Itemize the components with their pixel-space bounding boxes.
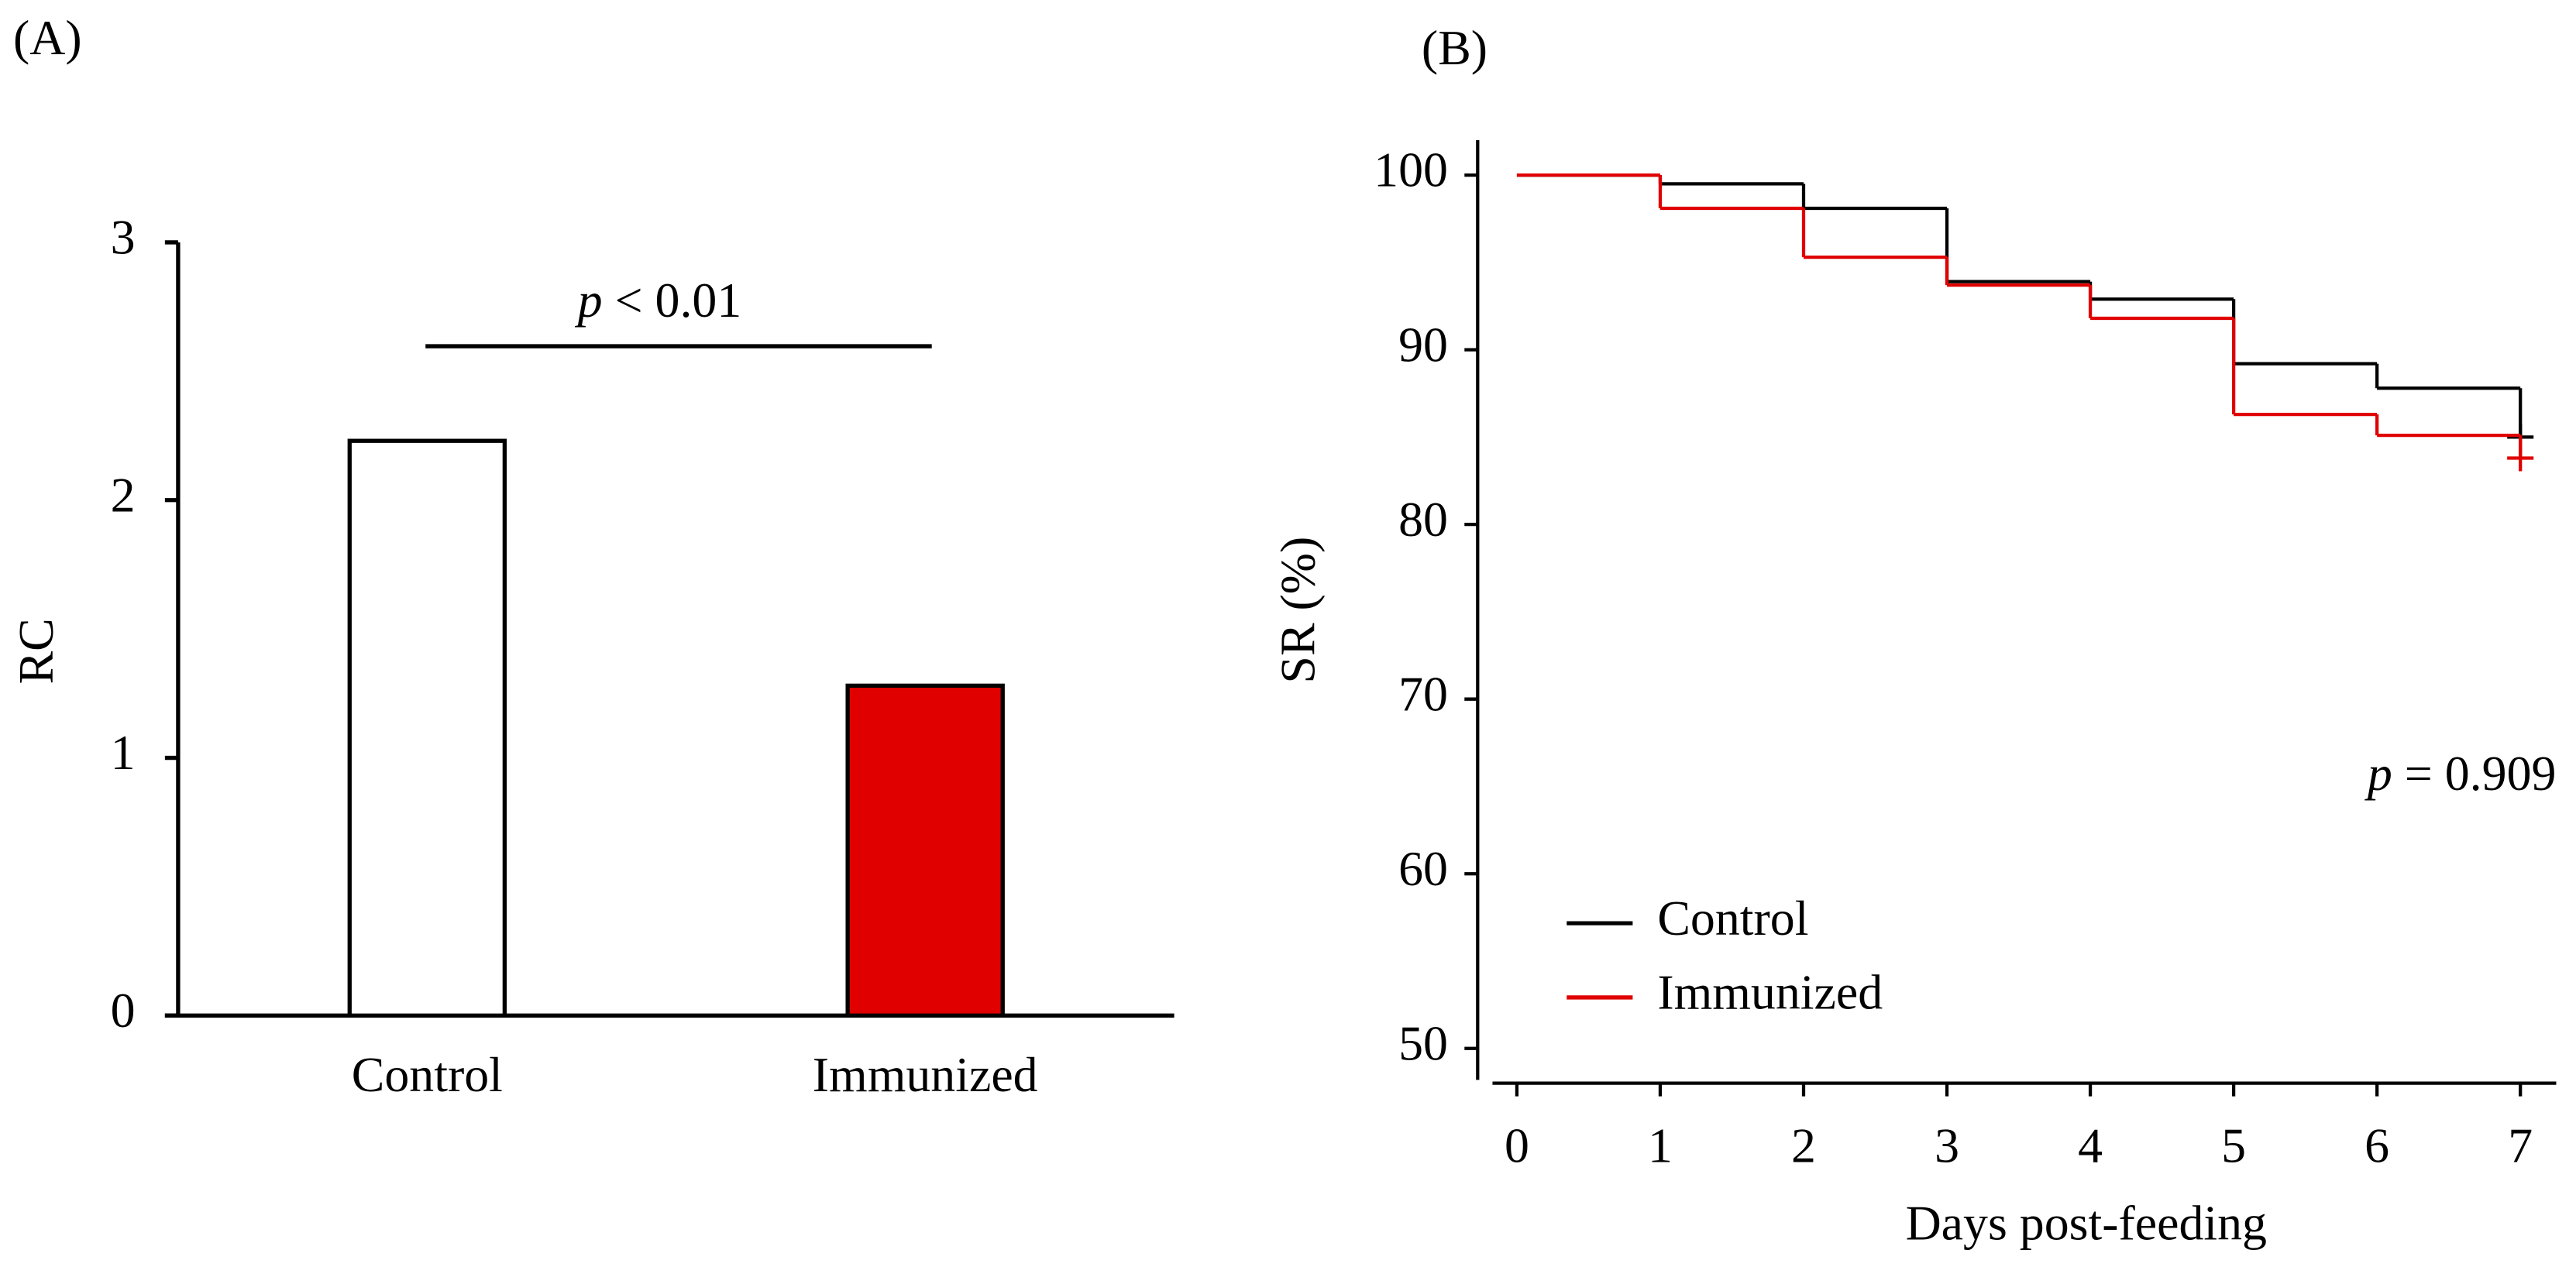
x-tick-label: 7 bbox=[2508, 1118, 2533, 1173]
bar bbox=[347, 438, 507, 1018]
annotation-part: p bbox=[2364, 745, 2392, 800]
x-tick-label: 0 bbox=[1505, 1118, 1529, 1173]
legend-label: Immunized bbox=[1657, 965, 1883, 1020]
x-tick-label: 3 bbox=[1935, 1118, 1959, 1173]
y-tick-label: 2 bbox=[111, 467, 136, 522]
y-tick-label: 50 bbox=[1398, 1015, 1448, 1070]
y-tick-label: 3 bbox=[111, 210, 136, 265]
x-tick-label: Control bbox=[352, 1047, 503, 1102]
x-tick-label: 1 bbox=[1648, 1118, 1673, 1173]
annotation: p < 0.01 bbox=[575, 273, 742, 328]
y-tick-label: 80 bbox=[1398, 492, 1448, 547]
annotation-part: p bbox=[575, 273, 603, 328]
bar bbox=[845, 683, 1005, 1018]
y-axis-label: RC bbox=[9, 618, 64, 684]
annotation: p = 0.909 bbox=[2364, 745, 2557, 800]
y-tick-label: 100 bbox=[1374, 142, 1448, 197]
y-tick-label: 90 bbox=[1398, 317, 1448, 372]
x-axis-label: Days post-feeding bbox=[1906, 1196, 2267, 1251]
y-tick-label: 1 bbox=[111, 725, 136, 780]
panel-label: (A) bbox=[13, 10, 82, 65]
y-tick-label: 0 bbox=[111, 983, 136, 1038]
x-tick-label: 6 bbox=[2364, 1118, 2389, 1173]
annotation-part: = 0.909 bbox=[2392, 745, 2557, 800]
x-tick-label: 4 bbox=[2078, 1118, 2103, 1173]
y-tick-label: 60 bbox=[1398, 841, 1448, 896]
panel-label: (B) bbox=[1422, 20, 1487, 75]
x-tick-label: Immunized bbox=[813, 1047, 1038, 1102]
annotation-part: < 0.01 bbox=[603, 273, 742, 328]
y-axis-label: SR (%) bbox=[1270, 537, 1325, 684]
censor-mark bbox=[2507, 445, 2534, 472]
x-tick-label: 2 bbox=[1791, 1118, 1816, 1173]
y-tick-label: 70 bbox=[1398, 666, 1448, 721]
legend-label: Control bbox=[1657, 891, 1808, 946]
x-tick-label: 5 bbox=[2221, 1118, 2246, 1173]
